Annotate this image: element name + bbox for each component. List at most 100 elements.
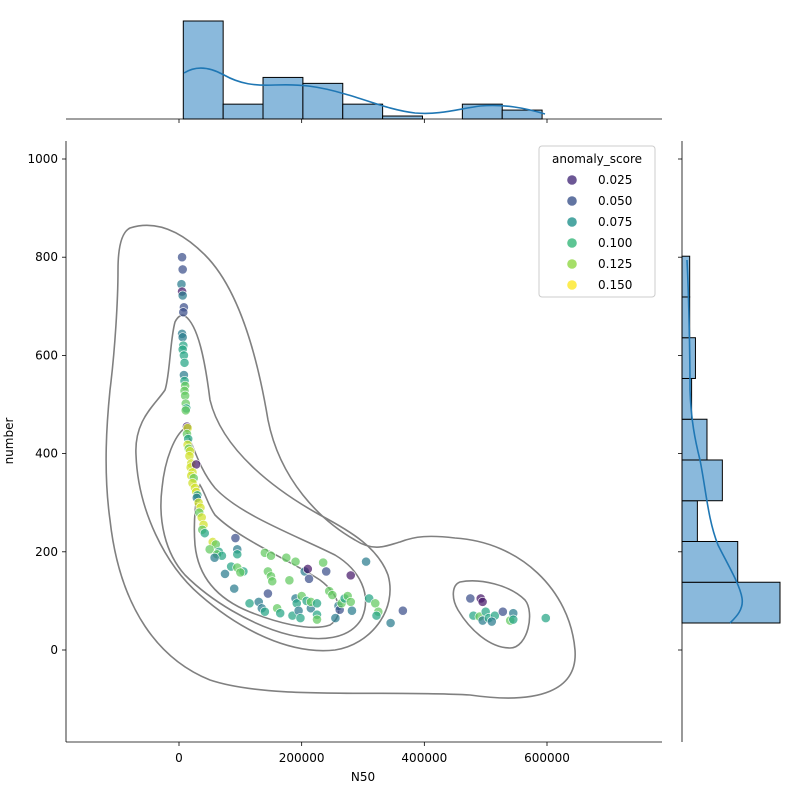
top-hist-bar bbox=[342, 103, 384, 120]
scatter-point bbox=[199, 528, 210, 539]
scatter-point bbox=[179, 357, 190, 368]
top-hist-bar bbox=[501, 109, 543, 120]
scatter-point bbox=[540, 613, 551, 623]
top-hist-bar bbox=[222, 103, 264, 120]
scatter-point bbox=[290, 556, 301, 567]
x-tick-label: 0 bbox=[175, 751, 183, 765]
y-tick-label: 400 bbox=[35, 447, 58, 461]
scatter-point bbox=[312, 614, 322, 625]
x-tick-label: 400000 bbox=[401, 751, 447, 765]
y-tick-label: 800 bbox=[35, 250, 58, 264]
legend-label: 0.125 bbox=[598, 257, 632, 271]
scatter-point bbox=[345, 570, 356, 581]
scatter-point bbox=[304, 573, 314, 584]
kde-contour-third bbox=[160, 426, 367, 640]
y-tick-label: 1000 bbox=[27, 152, 58, 166]
scatter-point bbox=[385, 618, 396, 628]
legend-label: 0.150 bbox=[598, 278, 632, 292]
top-marginal-histogram bbox=[66, 20, 662, 123]
legend-marker bbox=[567, 259, 577, 269]
top-kde-curve bbox=[183, 67, 546, 115]
scatter-point bbox=[266, 550, 276, 561]
scatter-point bbox=[281, 552, 292, 563]
right-kde-curve bbox=[686, 259, 744, 624]
x-axis-label: N50 bbox=[351, 770, 375, 784]
scatter-point bbox=[220, 568, 230, 579]
scatter-points bbox=[176, 252, 551, 628]
x-tick-label: 600000 bbox=[524, 751, 570, 765]
legend-marker bbox=[567, 280, 577, 290]
scatter-point bbox=[397, 605, 408, 616]
y-tick-label: 600 bbox=[35, 348, 58, 362]
kde-contour-second bbox=[135, 314, 391, 652]
scatter-point bbox=[177, 332, 188, 343]
legend-marker bbox=[567, 217, 577, 227]
legend-label: 0.075 bbox=[598, 215, 632, 229]
right-marginal-histogram bbox=[678, 141, 781, 742]
scatter-point bbox=[244, 598, 255, 609]
scatter-point bbox=[318, 557, 329, 568]
scatter-point bbox=[191, 459, 202, 470]
right-hist-bar bbox=[681, 255, 691, 298]
scatter-point bbox=[204, 544, 215, 555]
kde-contour-outer bbox=[105, 224, 576, 699]
scatter-point bbox=[177, 290, 188, 301]
scatter-point bbox=[230, 533, 241, 543]
right-hist-bar bbox=[681, 337, 696, 379]
top-hist-bar bbox=[382, 115, 423, 120]
kde-contour-inner bbox=[193, 483, 340, 629]
scatter-point bbox=[180, 405, 191, 416]
scatter-point bbox=[465, 593, 476, 604]
scatter-point bbox=[229, 583, 240, 594]
legend-label: 0.025 bbox=[598, 173, 632, 187]
legend-label: 0.050 bbox=[598, 194, 632, 208]
top-hist-bar bbox=[262, 76, 304, 120]
right-hist-bar bbox=[681, 581, 781, 624]
scatter-point bbox=[177, 252, 187, 263]
legend-label: 0.100 bbox=[598, 236, 632, 250]
scatter-point bbox=[177, 264, 188, 275]
right-hist-bar bbox=[681, 418, 708, 461]
scatter-point bbox=[477, 596, 488, 607]
right-hist-bar bbox=[681, 459, 723, 502]
scatter-point bbox=[361, 556, 371, 567]
y-tick-label: 200 bbox=[35, 545, 58, 559]
scatter-point bbox=[178, 307, 189, 318]
scatter-point bbox=[209, 552, 220, 563]
legend-marker bbox=[567, 175, 577, 185]
scatter-point bbox=[302, 564, 313, 574]
y-axis-label: number bbox=[2, 418, 16, 465]
scatter-point bbox=[275, 608, 286, 619]
scatter-point bbox=[370, 598, 381, 609]
top-hist-bar bbox=[302, 82, 344, 120]
scatter-point bbox=[267, 576, 278, 587]
y-tick-label: 0 bbox=[50, 643, 58, 657]
right-hist-bar bbox=[681, 540, 739, 583]
scatter-point bbox=[497, 606, 508, 617]
x-tick-label: 200000 bbox=[279, 751, 325, 765]
legend-marker bbox=[567, 238, 577, 248]
scatter-point bbox=[295, 613, 306, 623]
scatter-point bbox=[312, 598, 322, 609]
scatter-point bbox=[232, 549, 243, 560]
scatter-point bbox=[263, 588, 273, 599]
right-hist-bar bbox=[681, 500, 698, 542]
main-scatter-plot: 0 200000 400000 600000 0 200 400 600 800 1000 N50… bbox=[2, 141, 662, 784]
legend-box bbox=[538, 145, 656, 298]
scatter-point bbox=[235, 567, 246, 578]
main-axes: 0 200000 400000 600000 0 200 400 600 800 1000 bbox=[27, 141, 662, 765]
scatter-point bbox=[347, 605, 357, 616]
scatter-point bbox=[486, 616, 497, 627]
scatter-point bbox=[321, 566, 332, 577]
scatter-point bbox=[508, 614, 519, 625]
legend-title: anomaly_score bbox=[552, 152, 642, 166]
scatter-point bbox=[330, 613, 341, 623]
kde-contours bbox=[105, 224, 576, 699]
scatter-point bbox=[327, 590, 338, 600]
scatter-point bbox=[371, 610, 382, 621]
scatter-point bbox=[284, 575, 295, 586]
scatter-point bbox=[345, 596, 356, 607]
legend: anomaly_score 0.025 0.050 0.075 0.100 0.125 0… bbox=[538, 145, 656, 298]
